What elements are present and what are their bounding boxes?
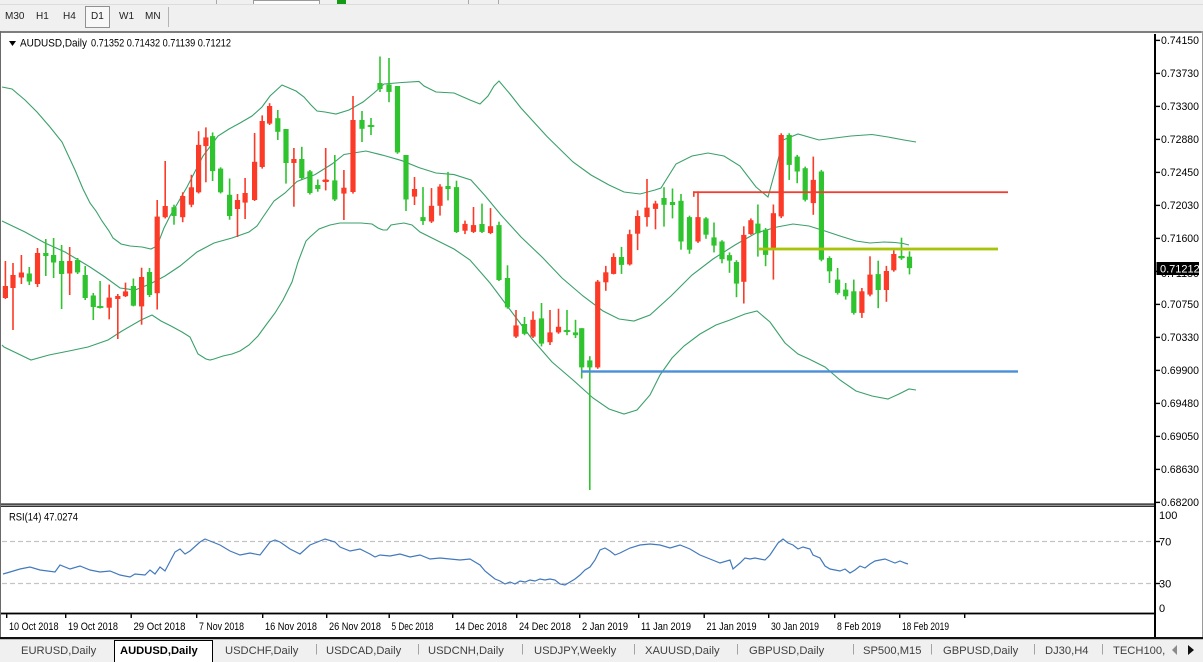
svg-text:0.72030: 0.72030	[1161, 200, 1199, 212]
svg-text:10 Oct 2018: 10 Oct 2018	[9, 621, 59, 633]
svg-text:29 Oct 2018: 29 Oct 2018	[134, 621, 186, 633]
svg-text:21 Jan 2019: 21 Jan 2019	[707, 621, 757, 633]
svg-text:0.72450: 0.72450	[1161, 167, 1199, 179]
svg-text:0.71212: 0.71212	[1160, 264, 1200, 276]
svg-text:30: 30	[1159, 579, 1171, 591]
svg-text:70: 70	[1159, 537, 1171, 549]
svg-text:0.70330: 0.70330	[1161, 332, 1199, 344]
svg-text:0.71600: 0.71600	[1161, 233, 1199, 245]
svg-text:0.70750: 0.70750	[1161, 299, 1199, 311]
svg-text:0.73730: 0.73730	[1161, 68, 1199, 80]
svg-text:8 Feb 2019: 8 Feb 2019	[837, 621, 881, 633]
svg-text:24 Dec 2018: 24 Dec 2018	[519, 621, 571, 633]
svg-text:0.74150: 0.74150	[1161, 35, 1199, 47]
svg-text:0.68630: 0.68630	[1161, 464, 1199, 476]
svg-text:AUDUSD,Daily: AUDUSD,Daily	[20, 38, 87, 50]
svg-text:19 Oct 2018: 19 Oct 2018	[68, 621, 118, 633]
svg-text:0.69900: 0.69900	[1161, 365, 1199, 377]
svg-text:0.68200: 0.68200	[1161, 497, 1199, 509]
svg-text:0.71352 0.71432 0.71139 0.7121: 0.71352 0.71432 0.71139 0.71212	[91, 38, 231, 50]
svg-text:0.73300: 0.73300	[1161, 101, 1199, 113]
svg-text:26 Nov 2018: 26 Nov 2018	[329, 621, 381, 633]
svg-text:16 Nov 2018: 16 Nov 2018	[265, 621, 317, 633]
svg-text:0.72880: 0.72880	[1161, 134, 1199, 146]
svg-text:5 Dec 2018: 5 Dec 2018	[392, 621, 434, 633]
svg-text:0.69480: 0.69480	[1161, 398, 1199, 410]
svg-text:0: 0	[1159, 603, 1165, 615]
svg-text:30 Jan 2019: 30 Jan 2019	[771, 621, 819, 633]
svg-text:7 Nov 2018: 7 Nov 2018	[199, 621, 244, 633]
svg-text:RSI(14) 47.0274: RSI(14) 47.0274	[9, 512, 78, 524]
svg-text:11 Jan 2019: 11 Jan 2019	[641, 621, 691, 633]
svg-text:0.69050: 0.69050	[1161, 431, 1199, 443]
svg-text:14 Dec 2018: 14 Dec 2018	[455, 621, 507, 633]
svg-text:100: 100	[1159, 510, 1177, 522]
svg-text:18 Feb 2019: 18 Feb 2019	[902, 621, 949, 633]
svg-text:2 Jan 2019: 2 Jan 2019	[582, 621, 628, 633]
